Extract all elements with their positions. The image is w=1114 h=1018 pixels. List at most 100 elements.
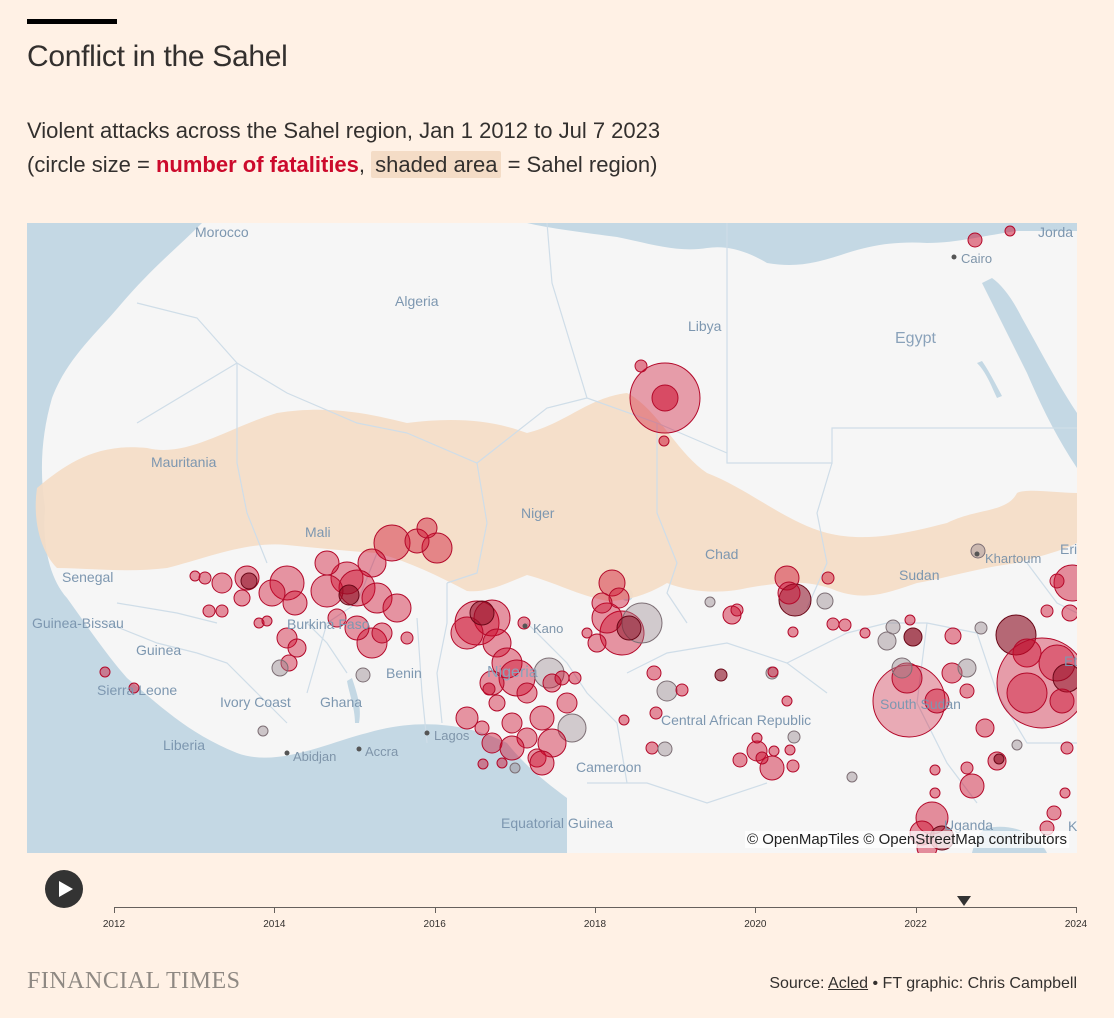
attack-circle	[941, 662, 963, 684]
attack-circle	[450, 616, 484, 650]
label-mali: Mali	[305, 524, 331, 540]
attack-circle	[516, 727, 538, 749]
attack-circle	[767, 666, 779, 678]
attack-circle	[455, 706, 479, 730]
attack-circle	[533, 657, 565, 689]
attack-circle	[784, 744, 796, 756]
timeline-tick-label: 2016	[423, 919, 446, 930]
timeline-tick	[114, 907, 115, 913]
timeline-tick	[595, 907, 596, 913]
attack-circle	[1060, 741, 1074, 755]
timeline-tick-label: 2022	[904, 919, 927, 930]
attack-circle	[556, 692, 578, 714]
attack-circle	[554, 670, 570, 686]
subtitle-open: (circle size =	[27, 152, 156, 177]
attack-circle	[344, 615, 370, 641]
label-lagos: Lagos	[434, 728, 470, 743]
city-dot-accra	[356, 746, 362, 752]
attack-circle	[282, 590, 308, 616]
attack-circle	[287, 638, 307, 658]
attack-circle	[1052, 663, 1077, 693]
source-link-acled[interactable]: Acled	[828, 975, 869, 992]
lake-nasser	[977, 361, 1002, 398]
attack-circle	[974, 621, 988, 635]
timeline-tick-label: 2020	[744, 919, 767, 930]
label-benin: Benin	[386, 665, 422, 681]
map-canvas[interactable]	[27, 223, 1077, 853]
attack-circle	[327, 608, 347, 628]
attack-circle	[496, 757, 508, 769]
subtitle-line-2: (circle size = number of fatalities, sha…	[27, 148, 660, 182]
play-icon	[59, 881, 73, 897]
attack-circle	[781, 695, 793, 707]
attack-circle	[482, 628, 512, 658]
attack-circle	[751, 732, 763, 744]
attack-circle	[732, 752, 748, 768]
label-algeria: Algeria	[395, 293, 439, 309]
sahel-key: shaded area	[371, 151, 502, 178]
timeline-tick-label: 2024	[1064, 919, 1088, 930]
attack-circle	[786, 759, 800, 773]
attack-circle	[271, 659, 289, 677]
attack-circle	[1004, 225, 1016, 237]
ft-logo: FINANCIAL TIMES	[27, 968, 241, 994]
attack-circle	[1040, 604, 1054, 618]
timeline-tick	[755, 907, 757, 913]
attack-circle	[356, 627, 388, 659]
sahel-region	[35, 393, 1077, 601]
attack-circle	[755, 751, 769, 765]
timeline-tick-label: 2018	[583, 919, 607, 930]
timeline-tick	[915, 907, 917, 913]
attack-circle	[261, 615, 273, 627]
attack-circle	[276, 627, 298, 649]
subtitle-line-1: Violent attacks across the Sahel region,…	[27, 118, 661, 143]
attack-circle	[1061, 604, 1077, 622]
attack-circle	[924, 688, 950, 714]
attack-circle	[616, 615, 642, 641]
attack-circle	[730, 603, 744, 617]
attack-circle	[416, 517, 438, 539]
attack-circle	[960, 761, 974, 775]
label-accra: Accra	[365, 744, 399, 759]
map-attribution[interactable]: © OpenMapTiles © OpenStreetMap contribut…	[744, 831, 1069, 848]
attack-circle	[975, 718, 995, 738]
attack-circle	[651, 384, 679, 412]
attack-circle	[1059, 787, 1071, 799]
attack-circle	[128, 682, 140, 694]
map[interactable]: Morocco Algeria Libya Egypt Jorda Cairo …	[27, 223, 1077, 853]
attack-circle	[675, 683, 689, 697]
attack-circle	[657, 741, 673, 757]
attack-circle	[357, 548, 387, 578]
attack-circle	[1053, 564, 1077, 602]
timeline-tick	[434, 907, 436, 913]
play-button[interactable]	[45, 870, 83, 908]
attack-circle	[355, 667, 371, 683]
attack-circle	[1049, 688, 1075, 714]
attack-circle	[499, 735, 525, 761]
mediterranean-sea	[202, 223, 1077, 265]
red-sea	[982, 278, 1077, 468]
attack-circle	[371, 622, 393, 644]
subtitle-close: = Sahel region)	[501, 152, 658, 177]
timeline-tick	[1076, 907, 1077, 913]
attack-circle	[957, 658, 977, 678]
gulf-of-sirte	[687, 223, 787, 251]
attack-circle	[421, 532, 453, 564]
attack-circle	[995, 614, 1037, 656]
attack-circle	[99, 666, 111, 678]
attack-circle	[280, 654, 298, 672]
timeline-handle[interactable]	[956, 896, 971, 906]
attack-circle	[714, 668, 728, 682]
top-rule	[27, 19, 117, 24]
attack-circle	[944, 627, 962, 645]
attack-circle	[787, 730, 801, 744]
attack-circle	[787, 626, 799, 638]
attack-circle	[211, 572, 233, 594]
attack-circle	[929, 764, 941, 776]
attack-circle	[581, 627, 593, 639]
label-sudan: Sudan	[899, 567, 940, 583]
attack-circle	[903, 627, 923, 647]
timeline-slider[interactable]: 2012 2014 2016 2018 2020 2022 2024	[103, 895, 1087, 945]
page-title: Conflict in the Sahel	[27, 40, 288, 73]
label-burkina-faso: Burkina Faso	[287, 616, 370, 632]
